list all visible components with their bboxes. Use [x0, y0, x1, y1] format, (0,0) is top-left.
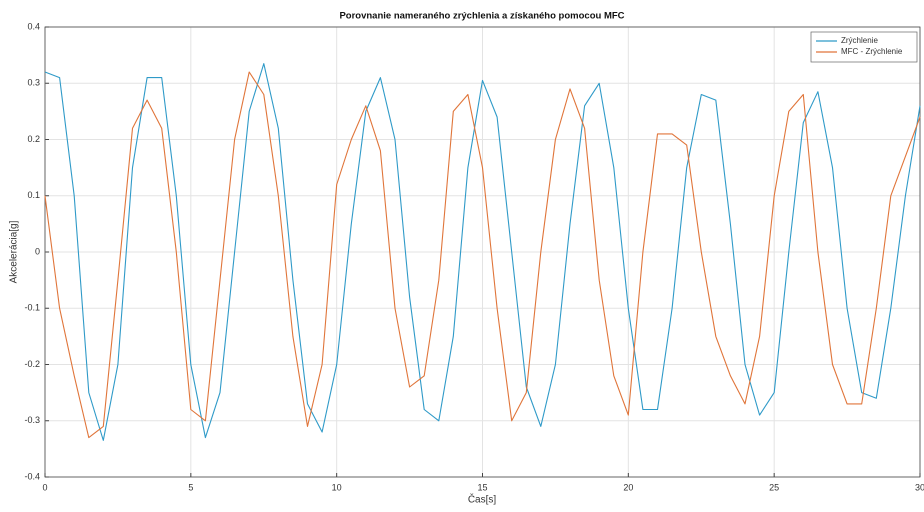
x-tick-label: 30: [915, 482, 924, 492]
data-line: [44, 71, 921, 439]
x-tick-label: 5: [188, 482, 193, 492]
y-tick-label: -0.3: [24, 415, 40, 425]
y-tick-label: 0.2: [27, 134, 40, 144]
legend-box: [810, 31, 918, 63]
x-tick-label: 10: [332, 482, 342, 492]
x-tick-label: 15: [477, 482, 487, 492]
y-tick-label: 0.4: [27, 21, 40, 31]
x-tick-label: 25: [769, 482, 779, 492]
chart-title: Porovnanie nameraného zrýchlenia a získa…: [339, 11, 624, 22]
y-tick-label: 0.1: [27, 190, 40, 200]
y-axis-label: Akcelerácia[g]: [9, 220, 20, 283]
y-tick-label: -0.2: [24, 359, 40, 369]
y-tick-label: -0.4: [24, 471, 40, 481]
legend-label: MFC - Zrýchlenie: [841, 47, 903, 56]
x-tick-label: 0: [42, 482, 47, 492]
y-tick-label: 0.3: [27, 78, 40, 88]
plot-frame: [44, 26, 921, 478]
legend-label: Zrýchlenie: [841, 36, 878, 45]
x-tick-label: 20: [623, 482, 633, 492]
y-tick-label: -0.1: [24, 303, 40, 313]
x-axis-label: Čas[s]: [468, 493, 497, 506]
data-line: [44, 63, 921, 441]
y-tick-label: 0: [35, 246, 40, 256]
